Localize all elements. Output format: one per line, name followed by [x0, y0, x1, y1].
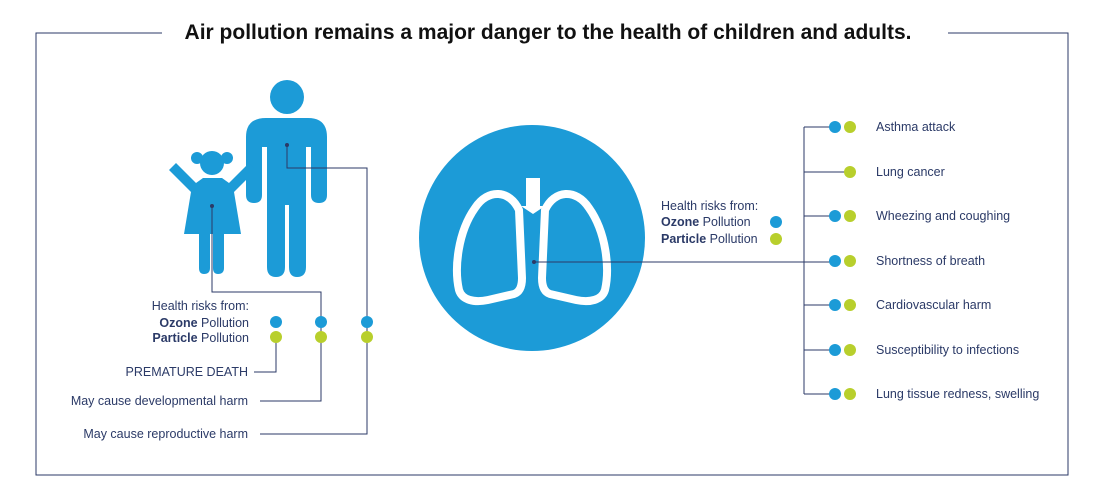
frame-border [35, 32, 1069, 476]
left-pollutant-dots [270, 316, 373, 343]
adult-anchor-dot [285, 143, 289, 147]
lung-risk-label: Shortness of breath [876, 254, 986, 268]
pollution-suffix: Pollution [699, 215, 751, 229]
lung-risk-label: Wheezing and coughing [876, 209, 1011, 223]
lung-risk-label: Lung tissue redness, swelling [876, 387, 1040, 401]
lung-anchor-dot [532, 260, 536, 264]
adult-figure-icon [246, 80, 327, 277]
ozone-label: Ozone [661, 215, 700, 229]
pollution-suffix: Pollution [197, 331, 249, 345]
lungs-icon [419, 125, 645, 351]
center-legend-ozone: Ozone Pollution [661, 214, 751, 230]
left-legend-ozone: Ozone Pollution [120, 315, 249, 331]
left-legend-particle: Particle Pollution [120, 330, 249, 346]
people-connectors [211, 145, 368, 435]
right-pollutant-dots [829, 121, 856, 400]
left-legend-heading: Health risks from: [151, 299, 249, 313]
child-anchor-dot [210, 204, 214, 208]
lung-risk-label: Lung cancer [876, 165, 945, 179]
left-risk-label: May cause reproductive harm [83, 427, 248, 441]
ozone-label: Ozone [159, 316, 198, 330]
particle-label: Particle [661, 232, 707, 246]
pollution-suffix: Pollution [706, 232, 758, 246]
center-legend-particle: Particle Pollution [661, 231, 758, 247]
left-risk-label: PREMATURE DEATH [125, 365, 248, 379]
center-legend-heading: Health risks from: [661, 199, 759, 213]
lung-risk-label: Susceptibility to infections [876, 343, 1020, 357]
pollution-suffix: Pollution [197, 316, 249, 330]
page-title: Air pollution remains a major danger to … [0, 20, 1096, 46]
center-legend-dots [770, 216, 782, 245]
left-risk-label: May cause developmental harm [70, 394, 248, 408]
lung-risk-label: Cardiovascular harm [876, 298, 992, 312]
lung-risk-label: Asthma attack [876, 120, 956, 134]
particle-label: Particle [152, 331, 198, 345]
